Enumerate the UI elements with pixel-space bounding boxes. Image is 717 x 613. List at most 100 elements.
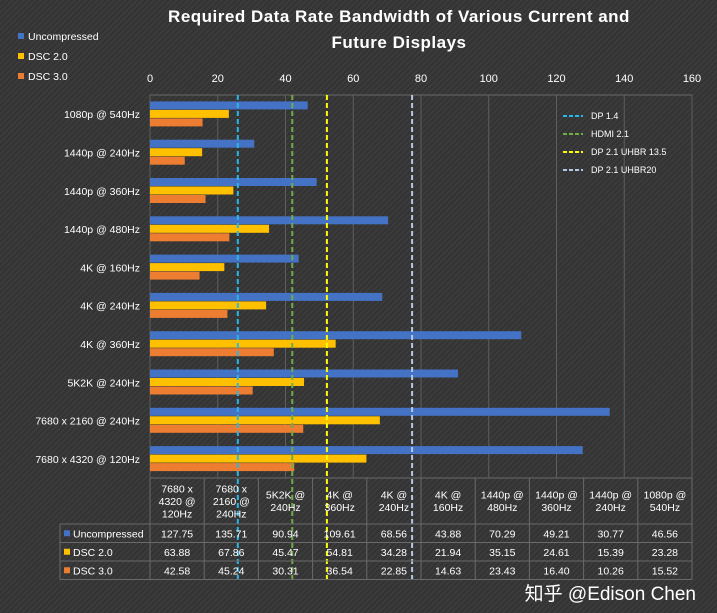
table-cell: 15.52 [652,565,678,577]
category-label: 1080p @ 540Hz [64,109,140,121]
category-label: 7680 x 4320 @ 120Hz [35,454,140,466]
table-column-header: 1080p @540Hz [644,490,687,515]
legend-swatch [18,53,24,59]
table-row-swatch [64,530,70,537]
legend-label: DSC 2.0 [28,51,68,63]
legend-swatch [18,73,24,79]
bar-uncompressed [150,331,522,340]
table-column-header: 4K @240Hz [379,490,409,515]
bar-dsc-3-0 [150,156,185,165]
table-cell: 16.40 [543,565,569,577]
reference-legend-label: DP 1.4 [591,111,618,121]
table-cell: 45.47 [272,547,298,559]
bar-uncompressed [150,216,389,225]
table-column-header: 7680 x 2160 @240Hz [213,483,250,520]
x-tick-label: 80 [415,73,427,85]
table-column-header: 5K2K @240Hz [266,490,305,515]
table-cell: 35.15 [489,547,515,559]
table-cell: 30.77 [598,528,624,540]
table-cell: 70.29 [489,528,515,540]
table-row-label: DSC 2.0 [73,547,113,559]
legend-label: DSC 3.0 [28,71,68,83]
x-tick-label: 120 [547,73,565,85]
table-column-header: 4K @360Hz [325,490,355,515]
bar-uncompressed [150,178,317,186]
bar-dsc-2-0 [150,224,270,233]
table-cell: 22.85 [381,565,407,577]
table-column-header: 1440p @360Hz [535,490,578,515]
bar-dsc-2-0 [150,454,367,463]
bar-dsc-3-0 [150,424,304,433]
category-label: 4K @ 240Hz [80,301,140,313]
table-column-header: 4K @160Hz [433,490,463,515]
table-cell: 21.94 [435,547,461,559]
bar-dsc-3-0 [150,271,200,280]
x-tick-label: 60 [347,73,359,85]
watermark: 知乎 @Edison Chen [525,583,696,605]
table-cell: 43.88 [435,528,461,540]
x-tick-label: 0 [147,73,153,85]
table-cell: 90.94 [272,528,298,540]
bar-dsc-2-0 [150,263,225,272]
category-label: 1440p @ 360Hz [64,186,140,198]
bar-dsc-2-0 [150,186,234,195]
category-label: 5K2K @ 240Hz [67,377,140,389]
table-cell: 15.39 [598,547,624,559]
x-tick-label: 160 [683,73,701,85]
table-row-swatch [64,567,70,574]
table-row-label: Uncompressed [73,528,144,540]
table-cell: 34.28 [381,547,407,559]
category-label: 1440p @ 240Hz [64,147,140,159]
bar-dsc-2-0 [150,378,305,386]
table-cell: 23.43 [489,565,515,577]
table-cell: 68.56 [381,528,407,540]
bar-dsc-2-0 [150,416,380,425]
reference-legend-label: DP 2.1 UHBR 13.5 [591,147,666,157]
bar-dsc-3-0 [150,386,253,395]
bar-dsc-3-0 [150,118,203,127]
table-column-header: 7680 x 4320 @120Hz [159,483,196,520]
bar-uncompressed [150,446,583,455]
category-label: 4K @ 160Hz [80,262,140,274]
chart-title-line: Future Displays [331,33,466,52]
bar-uncompressed [150,407,610,416]
bar-dsc-2-0 [150,339,336,348]
reference-legend-label: DP 2.1 UHBR20 [591,165,656,175]
table-cell: 49.21 [543,528,569,540]
bar-dsc-3-0 [150,463,295,472]
bar-dsc-2-0 [150,301,267,310]
table-cell: 63.88 [164,547,190,559]
table-cell: 14.63 [435,565,461,577]
x-tick-label: 100 [480,73,498,85]
table-column-header: 1440p @240Hz [589,490,632,515]
category-label: 1440p @ 480Hz [64,224,140,236]
bar-dsc-3-0 [150,233,230,242]
bar-dsc-3-0 [150,309,228,318]
bar-dsc-3-0 [150,195,206,203]
category-label: 4K @ 360Hz [80,339,140,351]
table-cell: 127.75 [161,528,193,540]
bar-uncompressed [150,139,255,148]
table-cell: 46.56 [652,528,678,540]
legend-label: Uncompressed [28,31,99,43]
table-cell: 36.54 [327,565,353,577]
bar-dsc-2-0 [150,109,229,118]
table-cell: 42.58 [164,565,190,577]
table-row-label: DSC 3.0 [73,565,113,577]
table-cell: 23.28 [652,547,678,559]
table-cell: 45.24 [218,565,244,577]
table-cell: 135.71 [215,528,247,540]
legend-swatch [18,33,24,39]
table-cell: 54.81 [327,547,353,559]
x-tick-label: 40 [279,73,291,85]
x-tick-label: 140 [615,73,633,85]
table-column-header: 1440p @480Hz [481,490,524,515]
bar-uncompressed [150,292,383,301]
table-cell: 109.61 [324,528,356,540]
table-cell: 30.31 [272,565,298,577]
reference-legend-label: HDMI 2.1 [591,129,629,139]
bar-dsc-3-0 [150,348,274,357]
table-cell: 10.26 [598,565,624,577]
